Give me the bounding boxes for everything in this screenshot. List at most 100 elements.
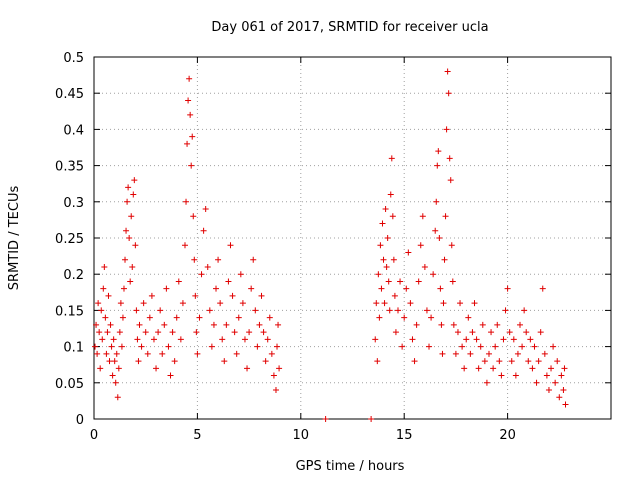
data-point: [173, 314, 180, 321]
data-point: [188, 162, 195, 169]
data-point: [529, 365, 536, 372]
data-point: [543, 372, 550, 379]
data-point: [213, 285, 220, 292]
data-point: [403, 285, 410, 292]
data-point: [134, 336, 141, 343]
data-point: [165, 343, 172, 350]
data-point: [179, 300, 186, 307]
data-point: [449, 278, 456, 285]
data-point: [142, 329, 149, 336]
data-point: [260, 329, 267, 336]
data-point: [417, 242, 424, 249]
data-point: [519, 343, 526, 350]
data-point: [161, 321, 168, 328]
data-point: [183, 198, 190, 205]
data-point: [380, 256, 387, 263]
data-points: [92, 68, 569, 422]
data-point: [452, 350, 459, 357]
data-point: [103, 350, 110, 357]
data-point: [115, 365, 122, 372]
data-point: [198, 271, 205, 278]
data-point: [241, 336, 248, 343]
data-point: [206, 307, 213, 314]
data-point: [385, 278, 392, 285]
data-point: [248, 285, 255, 292]
data-point: [432, 227, 439, 234]
data-point: [554, 358, 561, 365]
data-point: [512, 372, 519, 379]
data-point: [523, 329, 530, 336]
data-point: [223, 321, 230, 328]
data-point: [100, 285, 107, 292]
data-point: [390, 256, 397, 263]
data-point: [159, 350, 166, 357]
x-tick-label: 5: [193, 428, 201, 443]
data-point: [181, 242, 188, 249]
data-point: [192, 292, 199, 299]
data-point: [272, 387, 279, 394]
data-point: [423, 307, 430, 314]
data-point: [391, 292, 398, 299]
data-point: [225, 278, 232, 285]
data-point: [155, 329, 162, 336]
data-point: [387, 191, 394, 198]
data-point: [440, 300, 447, 307]
data-point: [457, 300, 464, 307]
x-axis: 0 5 10 15 20: [90, 57, 516, 443]
data-point: [421, 263, 428, 270]
y-tick-label: 0.2: [63, 268, 84, 283]
data-point: [379, 220, 386, 227]
data-point: [133, 307, 140, 314]
data-point: [525, 358, 532, 365]
data-point: [428, 314, 435, 321]
data-point: [435, 148, 442, 155]
data-point: [500, 336, 507, 343]
data-point: [479, 321, 486, 328]
data-point: [401, 314, 408, 321]
data-point: [210, 321, 217, 328]
data-point: [444, 68, 451, 75]
data-point: [502, 307, 509, 314]
data-point: [392, 329, 399, 336]
data-point: [498, 372, 505, 379]
data-point: [235, 314, 242, 321]
data-point: [118, 343, 125, 350]
data-point: [411, 358, 418, 365]
y-axis-label: SRMTID / TECUs: [7, 186, 22, 291]
data-point: [556, 394, 563, 401]
data-point: [562, 401, 569, 408]
data-point: [433, 198, 440, 205]
data-point: [409, 336, 416, 343]
data-point: [109, 372, 116, 379]
data-point: [510, 336, 517, 343]
y-tick-label: 0.35: [55, 160, 84, 175]
data-point: [446, 155, 453, 162]
x-tick-label: 20: [499, 428, 516, 443]
data-point: [111, 358, 118, 365]
data-point: [130, 191, 137, 198]
data-point: [92, 343, 99, 350]
grid-lines: [94, 57, 611, 419]
data-point: [196, 314, 203, 321]
data-point: [275, 321, 282, 328]
data-point: [539, 285, 546, 292]
data-point: [95, 300, 102, 307]
data-point: [426, 343, 433, 350]
data-point: [494, 321, 501, 328]
data-point: [204, 263, 211, 270]
data-point: [229, 292, 236, 299]
data-point: [256, 321, 263, 328]
data-point: [561, 365, 568, 372]
data-point: [104, 329, 111, 336]
data-point: [112, 379, 119, 386]
data-point: [202, 206, 209, 213]
y-tick-label: 0.5: [63, 51, 84, 66]
data-point: [144, 350, 151, 357]
data-point: [217, 300, 224, 307]
data-point: [177, 336, 184, 343]
data-point: [101, 263, 108, 270]
data-point: [419, 213, 426, 220]
data-point: [106, 358, 113, 365]
data-point: [135, 358, 142, 365]
data-point: [131, 177, 138, 184]
